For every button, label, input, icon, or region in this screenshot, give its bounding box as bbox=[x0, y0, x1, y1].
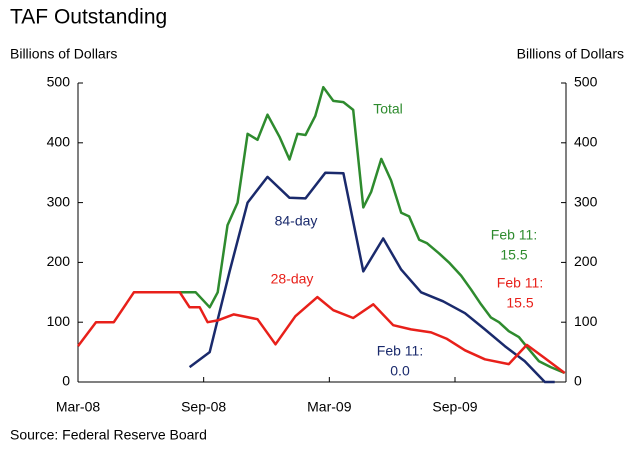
y2-tick-label: 0 bbox=[574, 373, 582, 389]
annotation: 84-day bbox=[275, 213, 318, 229]
y2-tick-label: 500 bbox=[574, 74, 598, 90]
annotation: Feb 11: bbox=[377, 343, 423, 359]
x-tick-label: Sep-08 bbox=[181, 399, 226, 415]
annotation: Total bbox=[373, 101, 403, 117]
x-tick-label: Sep-09 bbox=[432, 399, 477, 415]
annotation: 0.0 bbox=[390, 363, 410, 379]
source: Source: Federal Reserve Board bbox=[10, 427, 207, 443]
y2-tick-label: 200 bbox=[574, 253, 598, 269]
annotation: Feb 11: bbox=[491, 227, 537, 243]
y2-tick-label: 100 bbox=[574, 313, 598, 329]
y-tick-label: 100 bbox=[47, 313, 71, 329]
x-tick-label: Mar-09 bbox=[307, 399, 352, 415]
annotation: 15.5 bbox=[506, 295, 533, 311]
y-tick-label: 400 bbox=[47, 134, 71, 150]
y2-tick-label: 400 bbox=[574, 134, 598, 150]
x-tick-label: Mar-08 bbox=[56, 399, 101, 415]
annotation: Feb 11: bbox=[497, 275, 543, 291]
chart-title: TAF Outstanding bbox=[10, 6, 167, 29]
y2-tick-label: 300 bbox=[574, 193, 598, 209]
annotation: 15.5 bbox=[500, 247, 527, 263]
series-line bbox=[179, 85, 566, 375]
y-tick-label: 0 bbox=[62, 373, 70, 389]
y-tick-label: 300 bbox=[47, 193, 71, 209]
y-tick-label: 200 bbox=[47, 253, 71, 269]
y-tick-label: 500 bbox=[47, 74, 71, 90]
series-line bbox=[77, 291, 566, 375]
y2-axis-label: Billions of Dollars bbox=[517, 46, 624, 62]
y-axis-label: Billions of Dollars bbox=[10, 46, 117, 62]
annotation: 28-day bbox=[271, 271, 314, 287]
series-line bbox=[188, 171, 555, 384]
